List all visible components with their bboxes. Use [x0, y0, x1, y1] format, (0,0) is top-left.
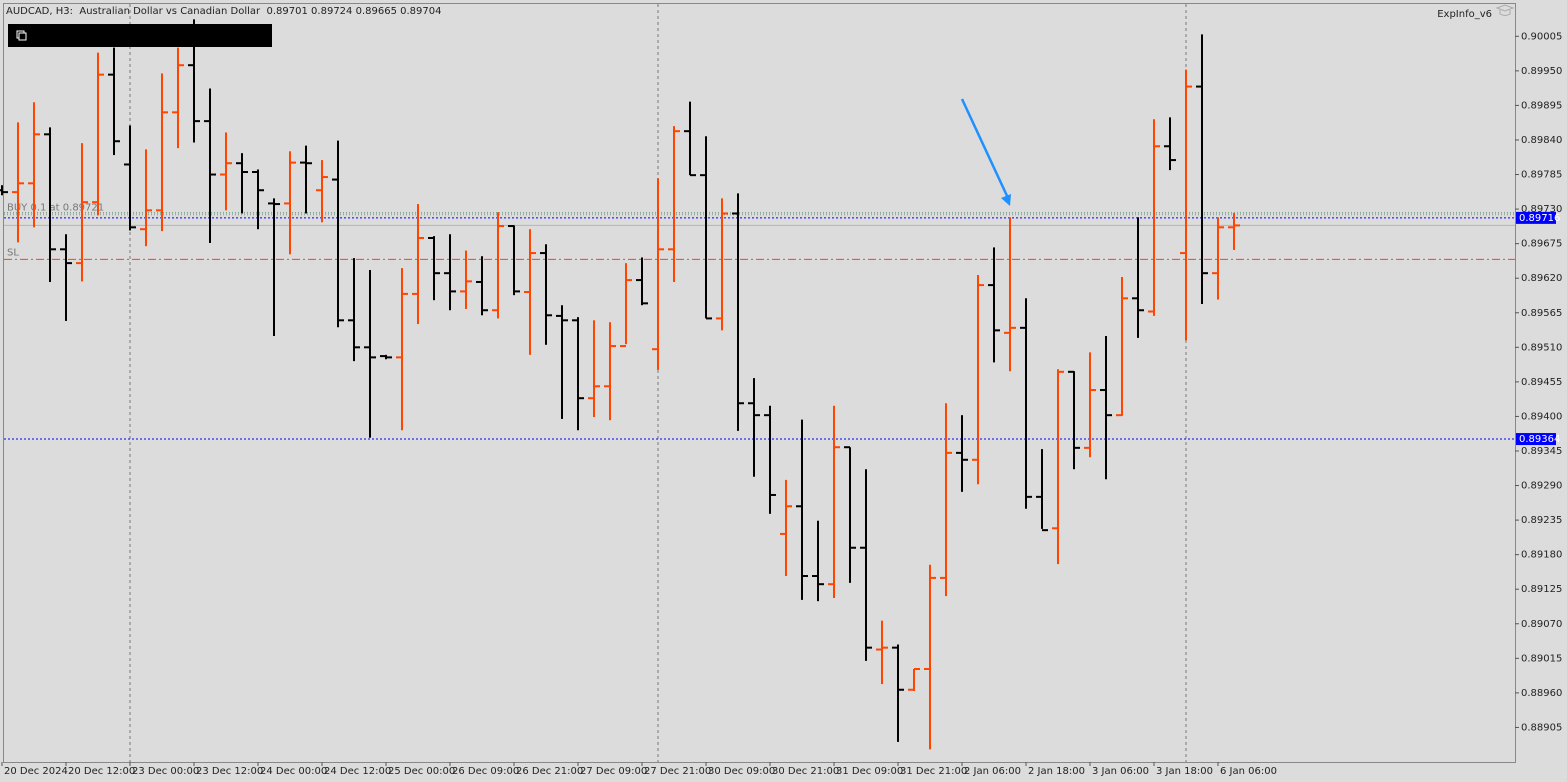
y-tick-label: 0.89180 [1521, 550, 1562, 561]
price-tag [1516, 433, 1556, 446]
y-tick-label: 0.89840 [1521, 135, 1562, 146]
x-tick-label: 26 Dec 09:00 [452, 766, 519, 777]
y-tick-label: 0.89895 [1521, 100, 1562, 111]
x-tick-label: 27 Dec 21:00 [644, 766, 711, 777]
x-tick-label: 23 Dec 12:00 [196, 766, 263, 777]
y-tick-label: 0.90005 [1521, 31, 1562, 42]
indicator-icon [1495, 4, 1515, 16]
y-tick-label: 0.89675 [1521, 239, 1562, 250]
x-tick-label: 25 Dec 00:00 [388, 766, 455, 777]
level-label: BUY 0.1 at 0.89721 [7, 203, 104, 214]
x-tick-label: 3 Jan 06:00 [1092, 766, 1149, 777]
info-box [8, 24, 272, 47]
y-tick-label: 0.89620 [1521, 273, 1562, 284]
x-tick-label: 24 Dec 12:00 [324, 766, 391, 777]
y-tick-label: 0.89565 [1521, 308, 1562, 319]
y-tick-label: 0.89455 [1521, 377, 1562, 388]
annotation-arrow [960, 98, 1010, 199]
x-tick-label: 23 Dec 00:00 [132, 766, 199, 777]
restore-icon[interactable] [18, 32, 27, 41]
chart-title: AUDCAD, H3: Australian Dollar vs Canadia… [6, 6, 441, 17]
y-tick-label: 0.89290 [1521, 481, 1562, 492]
annotation-arrowhead [1001, 194, 1011, 206]
x-tick-label: 2 Jan 06:00 [964, 766, 1021, 777]
y-tick-label: 0.89400 [1521, 411, 1562, 422]
y-tick-label: 0.89125 [1521, 584, 1562, 595]
x-tick-label: 30 Dec 21:00 [772, 766, 839, 777]
y-tick-label: 0.89950 [1521, 66, 1562, 77]
y-tick-label: 0.89015 [1521, 653, 1562, 664]
y-tick-label: 0.89785 [1521, 170, 1562, 181]
y-tick-label: 0.88960 [1521, 688, 1562, 699]
y-tick-label: 0.89345 [1521, 446, 1562, 457]
price-tag [1516, 211, 1556, 224]
x-tick-label: 20 Dec 12:00 [68, 766, 135, 777]
y-tick-label: 0.89070 [1521, 619, 1562, 630]
x-tick-label: 30 Dec 09:00 [708, 766, 775, 777]
x-tick-label: 24 Dec 00:00 [260, 766, 327, 777]
x-tick-label: 20 Dec 2024 [4, 766, 68, 777]
price-tag-label: 0.89716 [1519, 213, 1560, 224]
x-tick-label: 31 Dec 21:00 [900, 766, 967, 777]
y-tick-label: 0.89235 [1521, 515, 1562, 526]
x-tick-label: 3 Jan 18:00 [1156, 766, 1213, 777]
price-tag-label: 0.89364 [1519, 434, 1560, 445]
y-tick-label: 0.89510 [1521, 342, 1562, 353]
x-tick-label: 6 Jan 06:00 [1220, 766, 1277, 777]
indicator-name: ExpInfo_v6 [1437, 9, 1492, 20]
x-tick-label: 26 Dec 21:00 [516, 766, 583, 777]
x-tick-label: 2 Jan 18:00 [1028, 766, 1085, 777]
x-tick-label: 31 Dec 09:00 [836, 766, 903, 777]
plot-layer: BUY 0.1 at 0.89721 SL [0, 19, 1515, 750]
level-label: SL [7, 247, 19, 258]
y-tick-label: 0.89730 [1521, 204, 1562, 215]
plot-frame [3, 3, 1516, 763]
x-tick-label: 27 Dec 09:00 [580, 766, 647, 777]
y-tick-label: 0.88905 [1521, 722, 1562, 733]
